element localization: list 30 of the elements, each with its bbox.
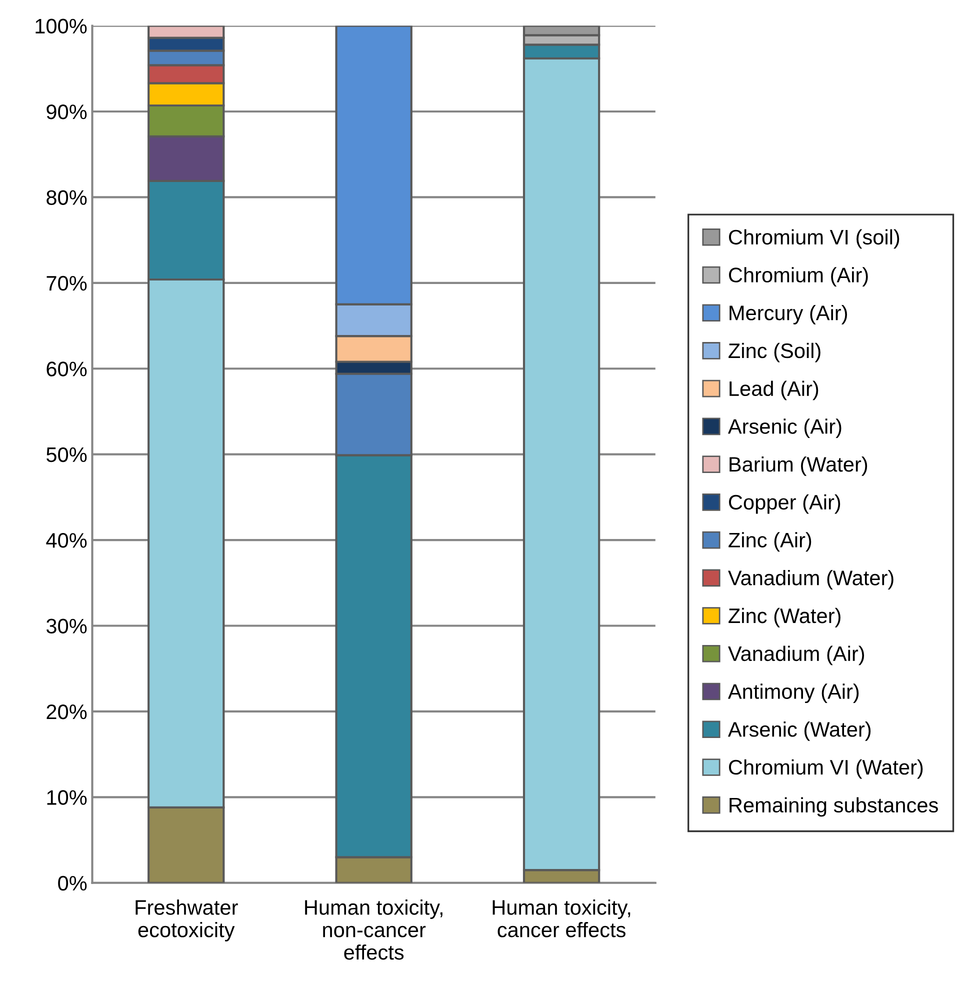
y-tick-label: 0% (58, 876, 87, 891)
y-tick-label: 30% (46, 618, 87, 634)
y-tick-label: 10% (47, 790, 87, 805)
legend-label: Antimony (Air) (728, 684, 859, 704)
legend-label: Chromium (Air) (728, 267, 868, 287)
y-tick-label: 90% (46, 104, 87, 120)
y-tick-label: 70% (46, 276, 87, 291)
legend-label: Copper (Air) (728, 494, 840, 514)
legend-label: Vanadium (Water) (728, 570, 894, 590)
y-tick-label: 60% (46, 362, 87, 376)
legend-label: Zinc (Air) (728, 532, 812, 552)
legend-label: Remaining substances (730, 797, 938, 817)
y-tick-label: 100% (36, 18, 87, 34)
legend-label: Chromium VI (Water) (728, 759, 923, 779)
x-tick-label: Freshwater ecotoxicity (136, 900, 238, 942)
legend-label: Arsenic (Air) (728, 418, 842, 438)
legend-label: Mercury (Air) (730, 304, 847, 324)
legend-label: Barium (Water) (730, 456, 868, 476)
legend-label: Arsenic (Water) (728, 722, 871, 741)
legend-label: Chromium VI (soil) (728, 229, 900, 249)
y-tick-label: 80% (46, 190, 87, 205)
y-tick-label: 40% (46, 533, 87, 548)
x-tick-label: Human toxicity, cancer effects (492, 900, 630, 938)
x-tick-label: Human toxicity, non-cancer effects (305, 900, 442, 960)
legend-label: Lead (Air) (730, 380, 818, 400)
legend-label: Zinc (Soil) (728, 342, 820, 362)
legend-label: Vanadium (Air) (728, 646, 864, 666)
legend-label: Zinc (Water) (728, 608, 840, 628)
y-tick-label: 50% (46, 447, 87, 462)
y-tick-label: 20% (46, 704, 87, 720)
